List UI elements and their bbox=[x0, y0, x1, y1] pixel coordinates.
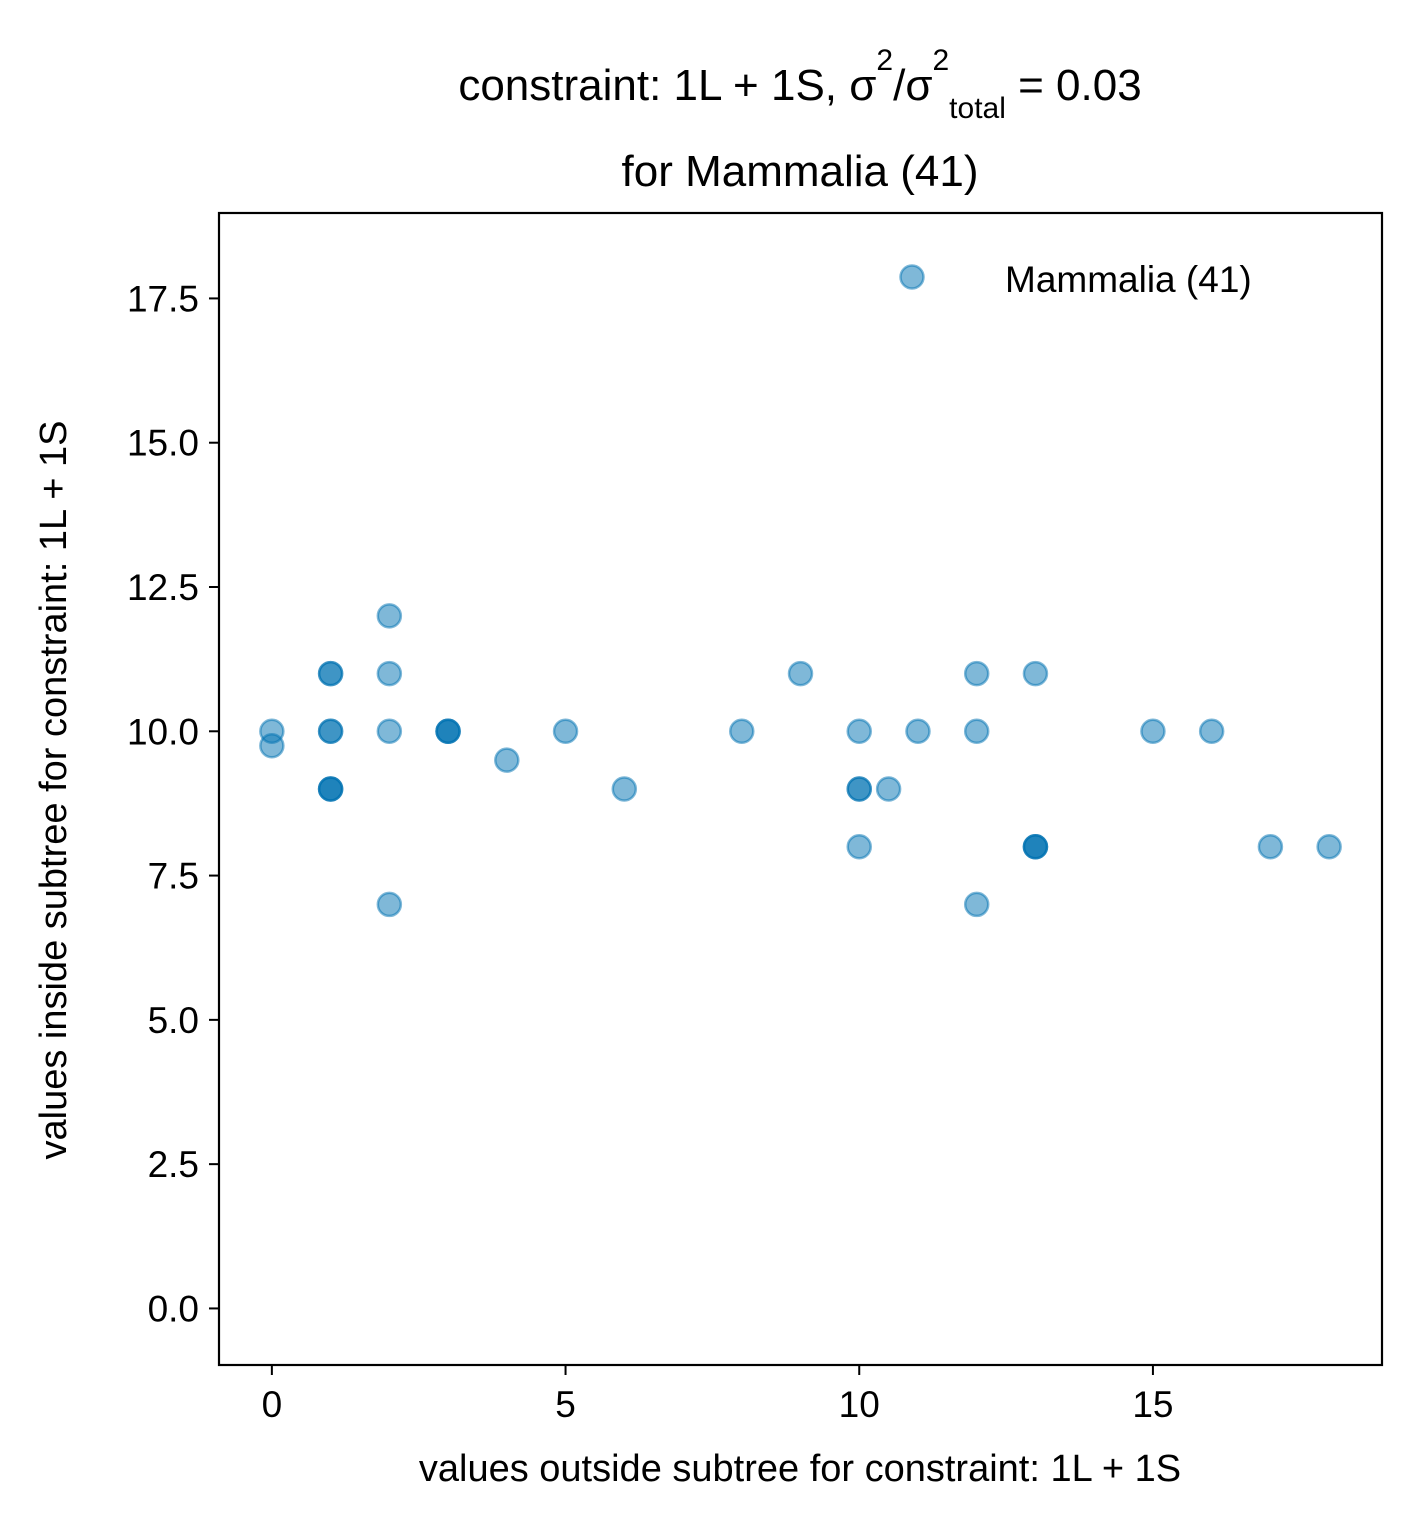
data-point bbox=[1316, 833, 1342, 860]
x-tick-label: 0 bbox=[262, 1384, 283, 1425]
data-point bbox=[729, 718, 755, 745]
data-point bbox=[963, 718, 990, 745]
data-point bbox=[317, 718, 344, 745]
y-tick-label: 17.5 bbox=[127, 278, 199, 319]
title-prefix: constraint: 1L + 1S, σ bbox=[458, 61, 876, 110]
data-point bbox=[905, 718, 931, 745]
data-point bbox=[787, 660, 814, 687]
data-point bbox=[259, 732, 285, 759]
y-tick-label: 15.0 bbox=[127, 423, 199, 464]
title-sup2: 2 bbox=[932, 44, 949, 77]
title-mid: /σ bbox=[893, 61, 932, 110]
y-axis-ticks: 0.0 2.5 5.0 7.5 10.0 12.5 15.0 17.5 bbox=[127, 278, 219, 1329]
data-point bbox=[376, 891, 403, 918]
data-point bbox=[1022, 833, 1049, 860]
data-point bbox=[846, 833, 872, 860]
data-point bbox=[376, 660, 403, 687]
legend-label: Mammalia (41) bbox=[1005, 259, 1252, 300]
plot-frame bbox=[217, 211, 1384, 1367]
title-suffix: = 0.03 bbox=[1006, 61, 1142, 110]
title-sup1: 2 bbox=[876, 44, 893, 77]
y-tick-label: 0.0 bbox=[148, 1288, 199, 1329]
data-point bbox=[435, 718, 461, 745]
data-point bbox=[1257, 833, 1284, 860]
y-tick-label: 7.5 bbox=[148, 856, 199, 897]
x-tick-label: 5 bbox=[555, 1384, 576, 1425]
data-point bbox=[846, 776, 872, 802]
chart-title-line1: constraint: 1L + 1S, σ2/σ2total = 0.03 bbox=[458, 44, 1141, 125]
y-tick-label: 10.0 bbox=[127, 711, 199, 752]
data-point bbox=[552, 718, 579, 745]
x-axis-ticks: 0 5 10 15 bbox=[262, 1365, 1174, 1425]
x-axis-label: values outside subtree for constraint: 1… bbox=[419, 1448, 1181, 1490]
y-tick-label: 5.0 bbox=[148, 1000, 199, 1041]
legend-marker bbox=[899, 264, 925, 290]
legend: Mammalia (41) bbox=[899, 259, 1252, 300]
title-sub: total bbox=[949, 92, 1006, 125]
data-point bbox=[376, 718, 403, 745]
x-tick-label: 10 bbox=[839, 1384, 880, 1425]
data-point bbox=[611, 776, 638, 802]
data-point bbox=[1022, 660, 1049, 687]
chart-title-line2: for Mammalia (41) bbox=[622, 147, 979, 196]
data-point bbox=[963, 660, 990, 687]
data-point bbox=[1198, 718, 1225, 745]
x-tick-label: 15 bbox=[1132, 1384, 1173, 1425]
data-point bbox=[1140, 718, 1166, 745]
data-point bbox=[846, 718, 872, 745]
data-point bbox=[494, 747, 520, 773]
data-point bbox=[963, 891, 990, 918]
y-axis-label: values inside subtree for constraint: 1L… bbox=[33, 421, 75, 1160]
data-point bbox=[875, 776, 902, 802]
data-point bbox=[317, 776, 344, 802]
data-point bbox=[317, 660, 344, 687]
data-point bbox=[376, 603, 403, 629]
data-points bbox=[259, 603, 1342, 918]
y-tick-label: 12.5 bbox=[127, 567, 199, 608]
y-tick-label: 2.5 bbox=[148, 1144, 199, 1185]
